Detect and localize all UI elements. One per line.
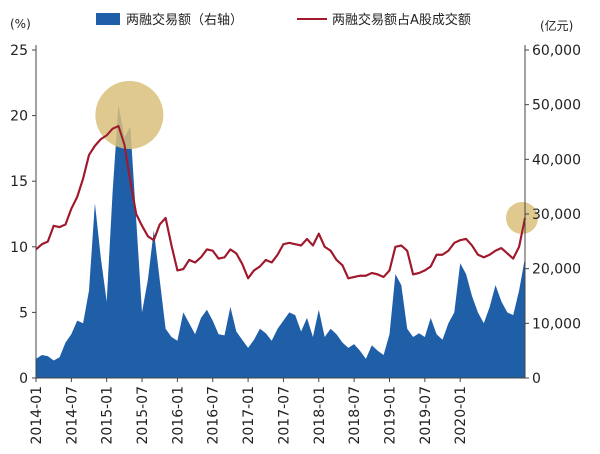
x-tick-label: 2018-01 (312, 386, 328, 445)
x-tick-label: 2015-01 (100, 386, 116, 445)
left-tick-label: 0 (19, 371, 28, 387)
legend-area-swatch (96, 13, 120, 25)
left-unit-label: (%) (10, 17, 31, 31)
right-tick-label: 20,000 (532, 262, 581, 278)
axes: 0 5 10 15 20 25 0 10,000 20,000 30,000 40,000 50,00… (10, 17, 581, 445)
margin-trading-volume-area (36, 104, 525, 378)
right-tick-label: 40,000 (532, 152, 581, 168)
right-tick-label: 30,000 (532, 207, 581, 223)
left-tick-label: 5 (19, 305, 28, 321)
left-tick-label: 20 (10, 109, 28, 125)
x-tick-label: 2019-01 (382, 386, 398, 445)
x-tick-label: 2020-01 (453, 386, 469, 445)
x-tick-label: 2014-07 (64, 386, 80, 445)
x-tick-label: 2018-07 (347, 386, 363, 445)
x-tick-label: 2017-07 (276, 386, 292, 445)
margin-share-line-overlay (35, 125, 526, 280)
left-tick-label: 25 (10, 43, 28, 59)
x-tick-label: 2015-07 (135, 386, 151, 445)
x-tick-label: 2016-01 (170, 386, 186, 445)
x-tick-label: 2017-01 (241, 386, 257, 445)
x-tick-label: 2014-01 (29, 386, 45, 445)
peak-highlight-circle (95, 81, 164, 149)
right-tick-label: 60,000 (532, 43, 581, 59)
plot-area (35, 81, 538, 378)
right-unit-label: (亿元) (540, 18, 573, 33)
right-tick-label: 10,000 (532, 316, 581, 332)
right-tick-label: 0 (532, 371, 541, 387)
x-tick-label: 2019-07 (418, 386, 434, 445)
legend-line-label: 两融交易额占A股成交额 (332, 12, 471, 28)
legend-area-label: 两融交易额（右轴） (126, 12, 243, 28)
right-tick-label: 50,000 (532, 98, 581, 114)
left-tick-label: 10 (10, 240, 28, 256)
x-tick-label: 2016-07 (206, 386, 222, 445)
legend: 两融交易额（右轴） 两融交易额占A股成交额 (96, 12, 471, 28)
latest-highlight-circle (506, 202, 538, 234)
left-tick-label: 15 (10, 174, 28, 190)
